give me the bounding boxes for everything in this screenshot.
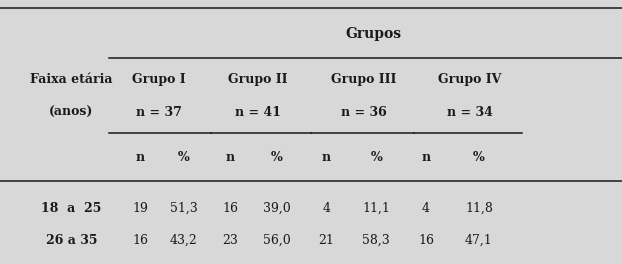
- Text: 19: 19: [132, 202, 148, 215]
- Text: n: n: [136, 150, 144, 164]
- Text: Grupo IV: Grupo IV: [438, 73, 501, 86]
- Text: 4: 4: [323, 202, 330, 215]
- Text: 47,1: 47,1: [465, 234, 493, 247]
- Text: 23: 23: [222, 234, 238, 247]
- Text: Grupo III: Grupo III: [331, 73, 397, 86]
- Text: Grupo II: Grupo II: [228, 73, 288, 86]
- Text: 39,0: 39,0: [263, 202, 290, 215]
- Text: 16: 16: [222, 202, 238, 215]
- Text: n = 37: n = 37: [136, 106, 182, 119]
- Text: %: %: [371, 150, 382, 164]
- Text: 16: 16: [418, 234, 434, 247]
- Text: 43,2: 43,2: [170, 234, 197, 247]
- Text: n = 41: n = 41: [235, 106, 281, 119]
- Text: 11,8: 11,8: [465, 202, 493, 215]
- Text: %: %: [178, 150, 189, 164]
- Text: 58,3: 58,3: [363, 234, 390, 247]
- Text: 56,0: 56,0: [263, 234, 290, 247]
- Text: n: n: [322, 150, 331, 164]
- Text: 51,3: 51,3: [170, 202, 197, 215]
- Text: 16: 16: [132, 234, 148, 247]
- Text: 11,1: 11,1: [363, 202, 390, 215]
- Text: n: n: [226, 150, 234, 164]
- Text: n = 36: n = 36: [341, 106, 387, 119]
- Text: (anos): (anos): [49, 106, 94, 119]
- Text: Grupos: Grupos: [345, 27, 401, 41]
- Text: %: %: [473, 150, 485, 164]
- Text: Grupo I: Grupo I: [132, 73, 185, 86]
- Text: n: n: [422, 150, 430, 164]
- Text: 18  a  25: 18 a 25: [41, 202, 102, 215]
- Text: Faixa etária: Faixa etária: [30, 73, 113, 86]
- Text: 26 a 35: 26 a 35: [46, 234, 97, 247]
- Text: 21: 21: [318, 234, 335, 247]
- Text: %: %: [271, 150, 282, 164]
- Text: n = 34: n = 34: [447, 106, 493, 119]
- Text: 4: 4: [422, 202, 430, 215]
